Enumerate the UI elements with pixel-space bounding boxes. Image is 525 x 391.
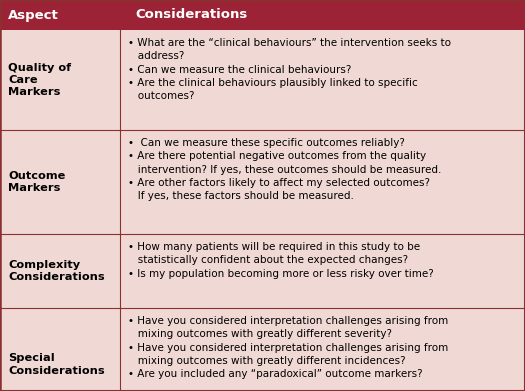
Text: Considerations: Considerations (135, 9, 247, 22)
Text: Special
Considerations: Special Considerations (8, 353, 104, 376)
Text: • How many patients will be required in this study to be
   statistically confid: • How many patients will be required in … (128, 242, 434, 279)
Text: • What are the “clinical behaviours” the intervention seeks to
   address?
• Can: • What are the “clinical behaviours” the… (128, 38, 451, 101)
Text: Aspect: Aspect (8, 9, 59, 22)
Text: • Have you considered interpretation challenges arising from
   mixing outcomes : • Have you considered interpretation cha… (128, 316, 448, 379)
Text: •  Can we measure these specific outcomes reliably?
• Are there potential negati: • Can we measure these specific outcomes… (128, 138, 442, 201)
Bar (0, 0, 525, 30)
Text: Quality of
Care
Markers: Quality of Care Markers (8, 63, 71, 97)
Text: Complexity
Considerations: Complexity Considerations (8, 260, 104, 282)
Text: Outcome
Markers: Outcome Markers (8, 171, 66, 193)
